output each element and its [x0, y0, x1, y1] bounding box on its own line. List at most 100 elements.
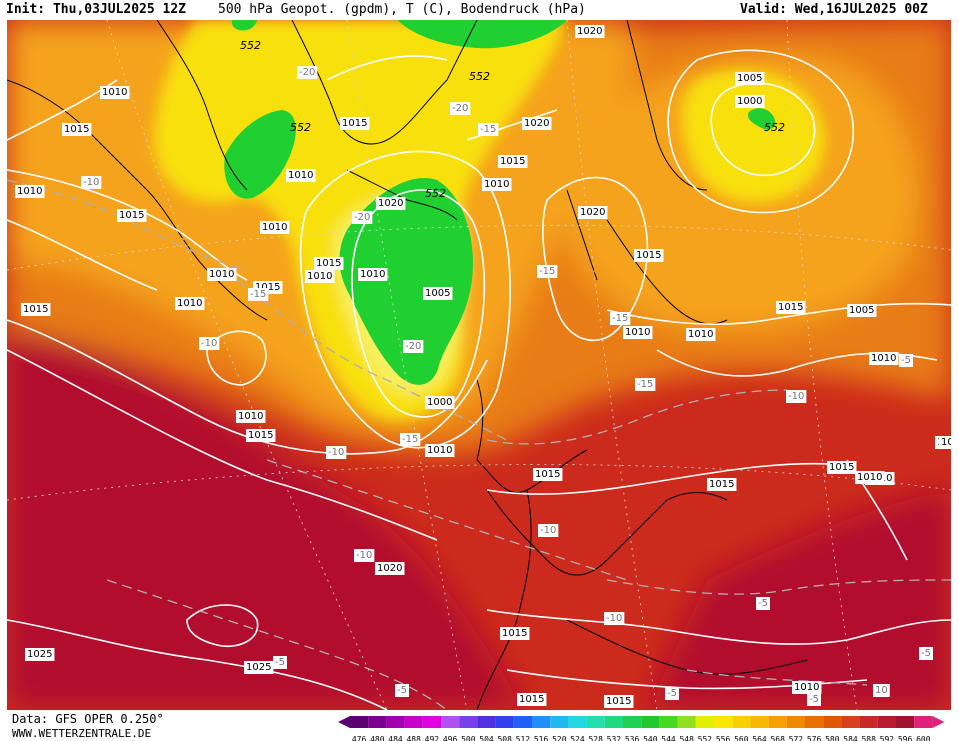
pressure-label-box	[939, 436, 951, 449]
pressure-label-box	[634, 249, 664, 262]
pressure-label: 1000	[427, 397, 452, 408]
pressure-label-box	[15, 185, 45, 198]
colorbar-swatch	[768, 716, 787, 728]
temperature-label-box	[537, 265, 558, 278]
map-panel: 552 552 552 552 552 1010 1015 1015 1010 1010 1015…	[7, 20, 951, 710]
pressure-label-box	[482, 178, 512, 191]
pressure-label-box	[498, 155, 528, 168]
temperature-label: -10	[83, 177, 99, 188]
pressure-label-box	[500, 627, 530, 640]
temperature-label-box	[400, 433, 421, 446]
colorbar-label: 540	[643, 735, 658, 741]
pressure-label: 1015	[778, 302, 803, 313]
colorbar-swatch	[404, 716, 423, 728]
colorbar-swatch	[641, 716, 660, 728]
pressure-label-box	[575, 25, 605, 38]
temperature-label: -10	[540, 525, 556, 536]
pressure-label: 1010	[625, 327, 650, 338]
colorbar-label: 544	[661, 735, 676, 741]
pressure-label-box	[533, 468, 563, 481]
temperature-label-box	[538, 524, 559, 537]
colorbar-swatch	[896, 716, 915, 728]
pressure-label: 1010	[360, 269, 385, 280]
temperature-label: -10	[356, 550, 372, 561]
pressure-label-box	[604, 695, 634, 708]
pressure-label: 1015	[519, 694, 544, 705]
f-high2	[647, 490, 951, 710]
pressure-label-box	[792, 681, 822, 694]
temperature-label-box	[81, 176, 102, 189]
f-high	[7, 320, 527, 710]
pressure-label: 1010	[262, 222, 287, 233]
colorbar-swatch	[513, 716, 532, 728]
colorbar-label: 512	[515, 735, 531, 741]
temperature-label: -15	[612, 313, 628, 324]
pressure-label: 1015	[500, 156, 525, 167]
f-green5	[747, 108, 776, 130]
pressure-label-box	[686, 328, 716, 341]
pressure-label-box	[827, 461, 857, 474]
geopotential-labels: 552 552 552 552 552	[240, 39, 785, 200]
temperature-label-box	[786, 390, 807, 403]
temperature-label: -15	[480, 124, 496, 135]
temperature-label-box	[604, 612, 625, 625]
pressure-label-box	[847, 304, 877, 317]
temperature-label: -15	[402, 434, 418, 445]
colorbar-label: 532	[606, 735, 622, 741]
temperature-label: -15	[250, 289, 266, 300]
colorbar-swatch	[368, 716, 387, 728]
colorbar-swatch	[841, 716, 860, 728]
pressure-label: 1005	[737, 73, 762, 84]
pressure-label-box	[286, 169, 316, 182]
colorbar-label: 588	[861, 735, 876, 741]
colorbar-arrow-left	[338, 716, 350, 728]
colorbar-swatch	[477, 716, 496, 728]
colorbar-label: 584	[843, 735, 858, 741]
colorbar-label: 536	[624, 735, 640, 741]
geopotential-label: 552	[469, 70, 490, 83]
colorbar-swatch	[568, 716, 587, 728]
temperature-label: -5	[667, 688, 677, 699]
temperature-label: -5	[758, 598, 768, 609]
temperature-labels: -20 -20 -15 -10 -20 -15 -15 -10 -20 -15 -10 -15 -15 -…	[81, 66, 933, 706]
colorbar-swatch	[750, 716, 769, 728]
pressure-label-box	[425, 444, 455, 457]
colorbar-label: 552	[697, 735, 713, 741]
pressure-label: 1010	[102, 87, 127, 98]
colorbar-swatches	[338, 716, 945, 728]
f-green2	[224, 110, 296, 199]
data-source: Data: GFS OPER 0.250°	[12, 712, 164, 726]
colorbar: 476 480 484 488 492 496 500 504 508 512 516 520 524 5…	[336, 714, 956, 741]
geopotential-label: 552	[764, 121, 785, 134]
temperature-label-box	[610, 312, 631, 325]
temperature-label-box	[450, 102, 471, 115]
pressure-label-box	[735, 95, 765, 108]
valid-time: Valid: Wed,16JUL2025 00Z	[740, 2, 928, 17]
pressure-label: 1010	[794, 682, 819, 693]
pressure-label: 1015	[23, 304, 48, 315]
pressure-label: 1010	[17, 186, 42, 197]
colorbar-label: 596	[897, 735, 913, 741]
pressure-label-box	[517, 693, 547, 706]
temperature-label: -20	[405, 341, 421, 352]
pressure-label: 1005	[425, 288, 450, 299]
temperature-label-box	[756, 597, 770, 610]
chart-header: Init: Thu,03JUL2025 12Z 500 hPa Geopot. …	[0, 0, 959, 20]
temperature-label: -5	[809, 694, 819, 705]
pressure-label: 1015	[255, 282, 280, 293]
pressure-label-box	[314, 257, 344, 270]
f-green3	[231, 20, 257, 31]
colorbar-swatch	[914, 716, 933, 728]
temperature-label-box	[199, 337, 220, 350]
pressure-label: 1005	[849, 305, 874, 316]
colorbar-label: 488	[406, 735, 421, 741]
pressure-label-box	[175, 297, 205, 310]
pressure-label: 1015	[535, 469, 560, 480]
colorbar-label: 476	[351, 735, 367, 741]
pressure-label-box	[260, 221, 290, 234]
colorbar-label: 516	[533, 735, 549, 741]
colorbar-swatch	[532, 716, 551, 728]
colorbar-swatch	[677, 716, 696, 728]
temperature-label: -20	[354, 212, 370, 223]
pressure-label: 1020	[524, 118, 549, 129]
